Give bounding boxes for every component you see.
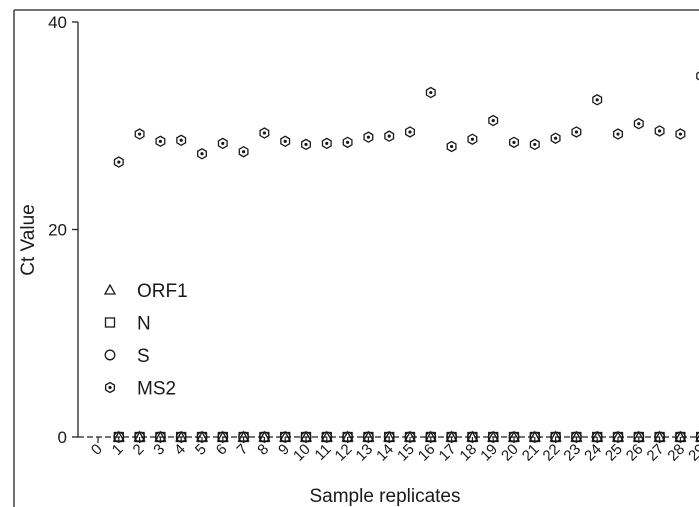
y-tick-label: 40 (48, 13, 67, 32)
point-ms2 (446, 140, 457, 153)
point-ms2 (550, 132, 561, 144)
x-axis-label: Sample replicates (309, 486, 460, 507)
plot-frame (13, 9, 699, 507)
point-s (487, 431, 499, 443)
legend-item: S (104, 346, 150, 367)
point-ms2 (280, 135, 291, 148)
point-ms2 (217, 137, 228, 150)
legend-label: N (137, 314, 151, 335)
point-s (612, 431, 624, 443)
legend-label: S (137, 346, 150, 367)
point-s (342, 431, 354, 443)
point-s (238, 431, 250, 443)
x-tick-label: 3 (150, 441, 168, 459)
point-s (362, 431, 374, 443)
legend-marker-n (104, 317, 116, 328)
x-tick-label: 6 (213, 441, 231, 459)
legend-label: MS2 (137, 379, 176, 400)
point-ms2 (134, 128, 145, 140)
point-ms2 (238, 145, 249, 158)
point-ms2 (113, 156, 124, 168)
point-s (217, 431, 229, 443)
point-s (258, 431, 270, 443)
point-ms2 (675, 128, 686, 140)
point-s (591, 431, 603, 443)
x-tick-label: 1 (109, 441, 127, 459)
point-s (321, 431, 333, 443)
y-axis-label: Ct Value (18, 204, 39, 275)
point-ms2 (509, 136, 519, 149)
point-s (633, 431, 645, 443)
legend-label: ORF1 (137, 281, 188, 302)
point-s (300, 431, 312, 443)
point-s (529, 431, 541, 443)
data-points (112, 71, 699, 443)
y-tick-label: 20 (48, 221, 67, 240)
point-s (134, 431, 146, 443)
legend: ORF1 NS MS2 (103, 281, 188, 400)
point-ms2 (342, 136, 353, 149)
y-axis: 0 20 40 (48, 13, 79, 447)
legend-item: ORF1 (103, 281, 188, 302)
legend-item: N (104, 314, 151, 335)
point-ms2 (488, 114, 499, 127)
point-s (550, 431, 562, 443)
x-tick-label: 7 (234, 441, 252, 459)
point-s (113, 431, 125, 443)
point-ms2 (301, 138, 311, 151)
x-tick-label: 8 (254, 441, 272, 459)
point-s (383, 431, 395, 443)
point-ms2 (155, 135, 166, 148)
point-s (466, 431, 478, 443)
point-s (570, 431, 582, 443)
point-s (674, 431, 686, 443)
point-ms2 (529, 138, 540, 151)
x-tick-label: 0 (88, 441, 106, 459)
point-ms2 (197, 148, 207, 160)
point-s (404, 431, 416, 443)
x-tick-label: 9 (275, 441, 293, 459)
point-ms2 (571, 126, 582, 138)
point-ms2 (633, 117, 644, 130)
point-s (695, 432, 699, 442)
point-ms2 (176, 134, 187, 147)
point-s (446, 431, 458, 443)
point-s (154, 431, 166, 443)
point-s (654, 431, 666, 443)
x-tick-label: 4 (171, 441, 189, 459)
point-ms2 (384, 130, 395, 142)
point-ms2 (363, 131, 374, 143)
x-tick-label: 29 (685, 441, 699, 465)
point-ms2 (696, 71, 699, 81)
point-ms2 (467, 133, 478, 145)
point-ms2 (613, 128, 623, 140)
legend-marker-ms2 (105, 381, 115, 394)
point-ms2 (259, 127, 270, 139)
x-tick-label: 10 (290, 441, 314, 465)
y-tick-label: 0 (58, 428, 67, 447)
point-s (175, 431, 187, 443)
x-tick-label: 5 (192, 441, 210, 459)
point-s (425, 431, 437, 443)
x-tick-label: 2 (130, 441, 148, 459)
point-ms2 (654, 125, 665, 137)
point-s (196, 431, 208, 443)
point-ms2 (592, 94, 603, 106)
point-ms2 (425, 86, 436, 99)
point-ms2 (321, 137, 332, 150)
point-s (508, 431, 520, 443)
point-s (279, 431, 291, 443)
legend-marker-s (104, 349, 116, 361)
point-ms2 (405, 126, 415, 138)
legend-item: MS2 (105, 379, 176, 400)
legend-marker-orf1 (103, 283, 117, 295)
